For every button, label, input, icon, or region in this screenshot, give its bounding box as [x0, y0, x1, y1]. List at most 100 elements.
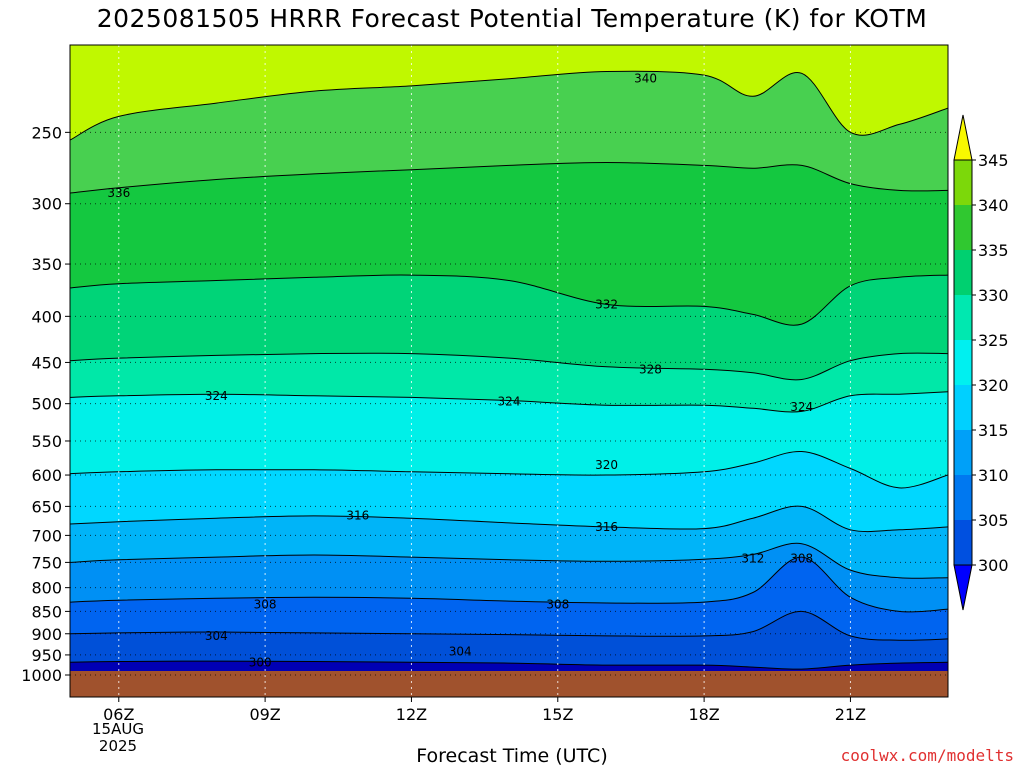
- grid-lines: [70, 45, 948, 697]
- colorbar-high-arrow: [953, 114, 973, 161]
- date-label-line2: 2025: [98, 737, 138, 755]
- colorbar-segment: [954, 520, 972, 565]
- y-tick-label: 900: [31, 625, 62, 644]
- isentrope-312: [70, 542, 948, 579]
- date-label-line1: 15AUG: [92, 720, 144, 738]
- y-tick-label: 750: [31, 553, 62, 572]
- colorbar-segment: [954, 205, 972, 250]
- colorbar-tick-label: 315: [978, 421, 1009, 440]
- colorbar-segment: [954, 475, 972, 520]
- y-tick-label: 550: [31, 432, 62, 451]
- contour-label: 324: [498, 394, 521, 408]
- contour-label: 300: [249, 655, 272, 669]
- plot-area: [70, 45, 948, 697]
- x-tick-label: 15Z: [542, 705, 573, 724]
- contour-labels: 340 336 332 328 324 324 324 320 316 316 312 308 308 3…: [107, 72, 813, 670]
- isentrope-300: [70, 660, 948, 670]
- band-316-320: [70, 451, 948, 532]
- band-336-340: [70, 71, 948, 194]
- y-tick-label: 600: [31, 466, 62, 485]
- x-axis-label: Forecast Time (UTC): [416, 745, 608, 767]
- contour-label: 308: [546, 597, 569, 611]
- colorbar-tick-label: 310: [978, 466, 1009, 485]
- colorbar: 300 305 310 315 320 325 330 335 340 345: [953, 114, 1009, 611]
- y-tick-label: 250: [31, 123, 62, 142]
- y-tick-label: 1000: [21, 666, 62, 685]
- ground-layer: [70, 671, 948, 697]
- isentrope-332: [70, 274, 948, 326]
- contour-label: 312: [741, 552, 764, 566]
- chart-title: 2025081505 HRRR Forecast Potential Tempe…: [96, 4, 928, 33]
- credit-link[interactable]: coolwx.com/modelts: [840, 746, 1014, 765]
- colorbar-segment: [954, 340, 972, 385]
- isentrope-320: [70, 450, 948, 489]
- y-tick-label: 350: [31, 255, 62, 274]
- y-tick-label: 700: [31, 526, 62, 545]
- colorbar-low-arrow: [953, 564, 973, 611]
- contour-label: 328: [639, 362, 662, 376]
- colorbar-tick-label: 305: [978, 511, 1009, 530]
- isentrope-328: [70, 352, 948, 381]
- color-bands: [70, 45, 948, 697]
- y-tick-label: 800: [31, 579, 62, 598]
- y-tick-label: 850: [31, 602, 62, 621]
- y-axis: 250 300 350 400 450 500 550 600 650 700 750 800 850 9…: [21, 123, 70, 685]
- isentrope-336: [70, 161, 948, 194]
- colorbar-segment: [954, 430, 972, 475]
- contour-label: 308: [254, 597, 277, 611]
- contour-label: 316: [346, 508, 369, 522]
- contour-label: 336: [107, 186, 130, 200]
- y-tick-label: 650: [31, 497, 62, 516]
- colorbar-tick-label: 325: [978, 331, 1009, 350]
- colorbar-tick-label: 340: [978, 196, 1009, 215]
- x-tick-label: 12Z: [396, 705, 427, 724]
- x-axis: 06Z 09Z 12Z 15Z 18Z 21Z: [103, 697, 866, 724]
- x-tick-label: 18Z: [688, 705, 719, 724]
- band-300-304: [70, 611, 948, 670]
- band-308-312: [70, 543, 948, 612]
- y-tick-label: 400: [31, 307, 62, 326]
- colorbar-tick-label: 345: [978, 151, 1009, 170]
- colorbar-segment: [954, 160, 972, 205]
- band-304-308: [70, 557, 948, 641]
- colorbar-tick-label: 300: [978, 556, 1009, 575]
- y-tick-label: 500: [31, 395, 62, 414]
- isentrope-316: [70, 505, 948, 533]
- band-312-316: [70, 506, 948, 579]
- y-tick-label: 950: [31, 646, 62, 665]
- contour-label: 320: [595, 458, 618, 472]
- colorbar-frame: [953, 159, 973, 566]
- colorbar-tick-label: 335: [978, 241, 1009, 260]
- contour-label: 304: [205, 629, 228, 643]
- y-tick-label: 300: [31, 195, 62, 214]
- contour-label: 316: [595, 520, 618, 534]
- colorbar-tick-label: 320: [978, 376, 1009, 395]
- isentrope-308: [70, 556, 948, 613]
- contour-label: 332: [595, 297, 618, 311]
- contour-label: 324: [790, 400, 813, 414]
- x-tick-label: 21Z: [835, 705, 866, 724]
- colorbar-segment: [954, 385, 972, 430]
- colorbar-tick-label: 330: [978, 286, 1009, 305]
- ground-fill: [70, 671, 948, 697]
- colorbar-segment: [954, 250, 972, 295]
- band-332-336: [70, 162, 948, 326]
- contour-label: 324: [205, 389, 228, 403]
- band-above-340: [70, 45, 948, 141]
- x-tick-label: 06Z: [103, 705, 134, 724]
- isentrope-contours: [70, 70, 948, 670]
- date-label: 15AUG 2025: [72, 721, 164, 755]
- contour-label: 340: [634, 72, 657, 86]
- contour-label: 304: [449, 645, 472, 659]
- plot-frame: [69, 44, 949, 698]
- colorbar-segment: [954, 295, 972, 340]
- band-320-324: [70, 391, 948, 488]
- isentrope-324: [70, 391, 948, 413]
- isentrope-304: [70, 610, 948, 641]
- y-tick-label: 450: [31, 353, 62, 372]
- x-tick-label: 09Z: [249, 705, 280, 724]
- contour-label: 308: [790, 552, 813, 566]
- band-324-328: [70, 353, 948, 412]
- isentrope-340: [70, 70, 948, 141]
